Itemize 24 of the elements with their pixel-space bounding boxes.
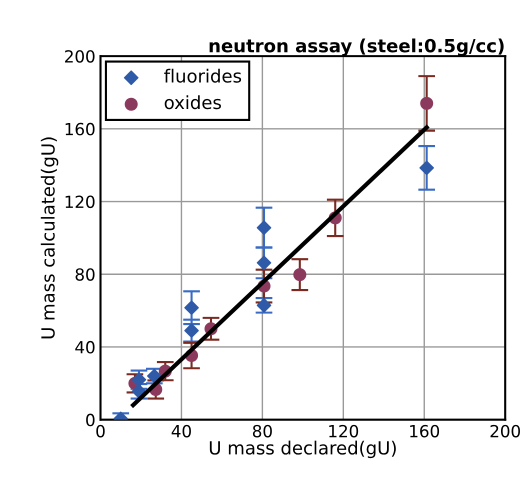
chart-title: neutron assay (steel:0.5g/cc)	[210, 38, 504, 56]
x-tick-label: 80	[252, 424, 272, 438]
point	[293, 268, 306, 282]
point	[420, 96, 434, 110]
x-tick-label: 200	[490, 424, 520, 438]
y-axis-title: U mass calculated(gU)	[40, 137, 58, 338]
point	[419, 160, 434, 176]
y-tick-label: 0	[86, 414, 95, 426]
x-tick-label: 40	[172, 424, 191, 438]
legend-label: fluorides	[164, 68, 242, 83]
y-tick-label: 160	[66, 122, 95, 136]
x-tick-label: 160	[410, 424, 440, 438]
y-tick-label: 40	[75, 340, 95, 354]
point	[256, 220, 272, 236]
point	[184, 300, 199, 315]
x-tick-label: 120	[329, 424, 358, 438]
y-tick-label: 80	[76, 268, 95, 281]
x-tick-label: 0	[96, 424, 105, 438]
point	[256, 256, 272, 270]
x-axis-title: U mass declared(gU)	[210, 440, 396, 458]
point	[184, 323, 199, 338]
y-tick-label: 120	[66, 196, 95, 208]
legend-label: oxides	[164, 95, 221, 110]
y-tick-label: 200	[65, 50, 95, 63]
